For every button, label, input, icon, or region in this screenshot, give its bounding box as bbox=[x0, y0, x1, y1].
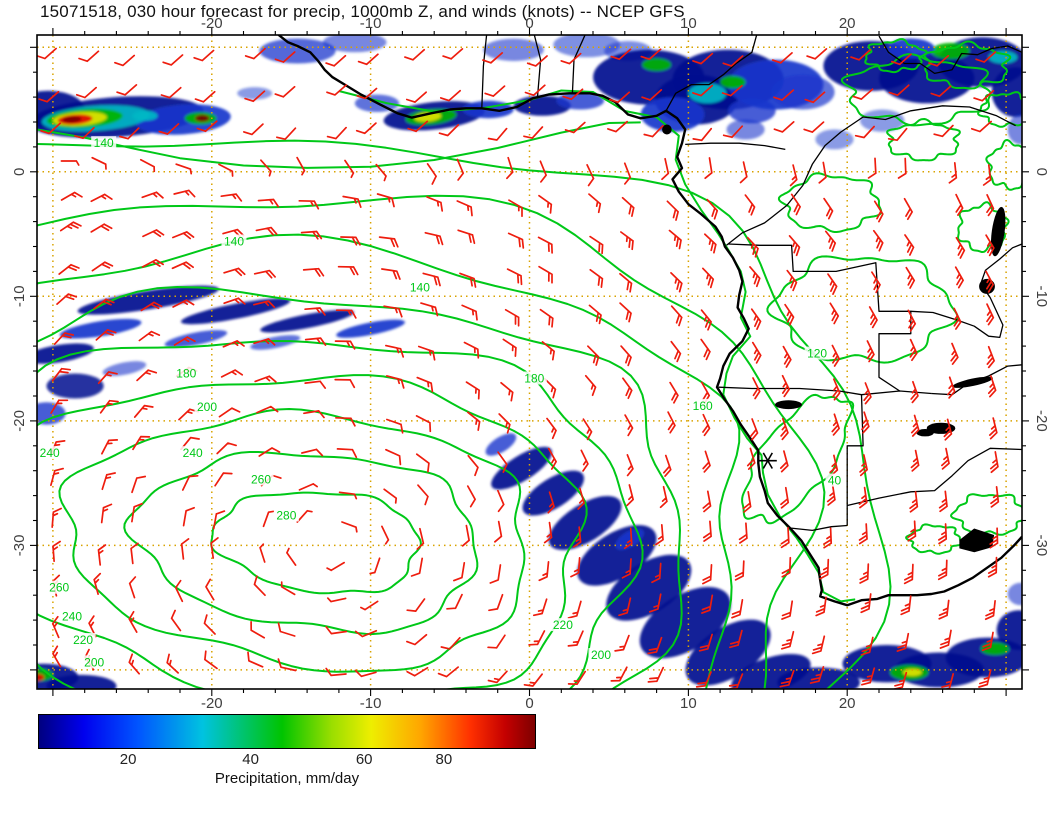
svg-text:0: 0 bbox=[525, 695, 533, 712]
svg-text:240: 240 bbox=[183, 446, 203, 460]
svg-text:240: 240 bbox=[62, 609, 82, 623]
svg-text:140: 140 bbox=[410, 281, 430, 295]
svg-text:240: 240 bbox=[40, 446, 60, 460]
svg-text:-20: -20 bbox=[11, 410, 28, 432]
svg-text:0: 0 bbox=[11, 168, 28, 176]
svg-text:260: 260 bbox=[49, 581, 69, 595]
svg-text:0: 0 bbox=[1033, 168, 1050, 176]
axis-ticks bbox=[30, 28, 1029, 696]
svg-text:280: 280 bbox=[276, 509, 296, 523]
svg-text:120: 120 bbox=[807, 347, 827, 361]
svg-text:-10: -10 bbox=[360, 695, 382, 712]
svg-text:180: 180 bbox=[524, 372, 544, 386]
colorbar-tick-40: 40 bbox=[242, 751, 259, 768]
station-marker bbox=[758, 452, 777, 469]
svg-text:-30: -30 bbox=[1033, 535, 1050, 557]
svg-text:200: 200 bbox=[197, 400, 217, 414]
svg-text:200: 200 bbox=[84, 655, 104, 669]
map-title: 15071518, 030 hour forecast for precip, … bbox=[40, 2, 685, 21]
colorbar-tick-80: 80 bbox=[435, 751, 453, 768]
svg-text:-10: -10 bbox=[360, 15, 382, 32]
svg-text:20: 20 bbox=[839, 695, 856, 712]
svg-text:220: 220 bbox=[73, 633, 93, 647]
svg-text:20: 20 bbox=[839, 15, 856, 32]
svg-text:160: 160 bbox=[693, 399, 713, 413]
colorbar: 20 40 60 80 Precipitation, mm/day bbox=[38, 714, 536, 787]
svg-text:-10: -10 bbox=[11, 285, 28, 307]
svg-text:200: 200 bbox=[591, 648, 611, 662]
coastline-layer bbox=[277, 35, 1022, 607]
colorbar-ticks: 20 40 60 80 bbox=[38, 749, 536, 769]
colorbar-tick-20: 20 bbox=[119, 751, 137, 768]
colorbar-tick-60: 60 bbox=[355, 751, 373, 768]
svg-text:260: 260 bbox=[251, 472, 271, 486]
svg-text:-20: -20 bbox=[201, 695, 223, 712]
contour-label-layer: 140 140 140 120 160 180 180 200 200 200 220 220 240 2… bbox=[37, 136, 844, 669]
colorbar-label: Precipitation, mm/day bbox=[214, 770, 360, 787]
wind-barb-layer bbox=[37, 47, 1000, 689]
height-contour-layer bbox=[37, 38, 1022, 689]
svg-text:-20: -20 bbox=[1033, 410, 1050, 432]
svg-text:40: 40 bbox=[828, 474, 842, 488]
svg-text:140: 140 bbox=[94, 136, 114, 150]
svg-text:-30: -30 bbox=[11, 535, 28, 557]
svg-text:-20: -20 bbox=[201, 15, 223, 32]
colorbar-gradient bbox=[38, 714, 536, 749]
svg-text:0: 0 bbox=[525, 15, 533, 32]
svg-text:180: 180 bbox=[176, 367, 196, 381]
svg-text:10: 10 bbox=[680, 695, 697, 712]
svg-text:220: 220 bbox=[553, 618, 573, 632]
svg-text:10: 10 bbox=[680, 15, 697, 32]
svg-text:-10: -10 bbox=[1033, 285, 1050, 307]
svg-text:140: 140 bbox=[224, 235, 244, 249]
map-plot-area: 140 140 140 120 160 180 180 200 200 200 220 220 240 2… bbox=[37, 35, 1022, 689]
gridline-layer bbox=[37, 35, 1022, 689]
